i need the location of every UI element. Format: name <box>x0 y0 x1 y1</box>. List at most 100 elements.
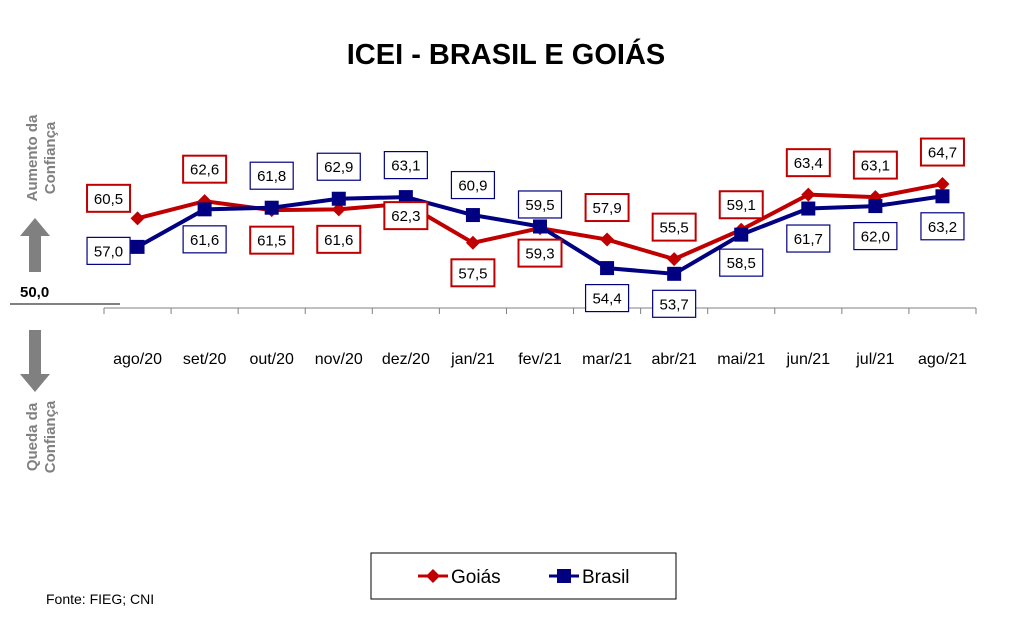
goias-data-label: 59,3 <box>525 246 554 263</box>
x-tick-label: nov/20 <box>315 351 363 368</box>
goias-data-label: 61,6 <box>324 232 353 249</box>
goias-point <box>801 187 816 202</box>
goias-point <box>331 202 346 217</box>
goias-point <box>465 235 480 250</box>
goias-point <box>935 177 950 192</box>
goias-data-label: 57,5 <box>458 265 487 282</box>
down-indicator: Queda da Confiança <box>20 330 59 473</box>
brasil-data-label: 54,4 <box>592 291 621 308</box>
chart-title: ICEI - BRASIL E GOIÁS <box>347 37 666 71</box>
legend-box <box>370 552 677 600</box>
x-tick-label: ago/20 <box>113 351 162 368</box>
x-tick-label: set/20 <box>183 351 227 368</box>
brasil-point <box>667 266 682 281</box>
brasil-data-label-box <box>86 236 131 265</box>
goias-data-label-box <box>651 212 697 242</box>
brasil-data-label: 63,2 <box>928 219 957 236</box>
legend-goias-label: Goiás <box>451 567 501 588</box>
brasil-data-label-box <box>450 170 496 200</box>
brasil-point <box>801 201 816 216</box>
legend-brasil-square-icon <box>557 569 571 583</box>
x-tick-label: jun/21 <box>786 351 831 368</box>
brasil-data-label-box <box>853 221 898 251</box>
goias-data-label-box <box>86 183 132 213</box>
brasil-data-label: 59,5 <box>525 197 554 214</box>
goias-data-label-box <box>316 224 362 254</box>
source-note: Fonte: FIEG; CNI <box>46 591 154 607</box>
goias-data-label-box <box>249 225 295 255</box>
x-tick-label: abr/21 <box>651 351 696 368</box>
brasil-point <box>398 190 413 205</box>
goias-point <box>600 232 615 247</box>
brasil-data-label: 60,9 <box>458 178 487 195</box>
x-tick-label: jan/21 <box>450 351 495 368</box>
x-tick-label: fev/21 <box>518 351 562 368</box>
x-tick-label: out/20 <box>249 351 294 368</box>
up-arrow-icon <box>20 218 50 272</box>
goias-data-label: 64,7 <box>928 145 957 162</box>
brasil-data-label: 58,5 <box>727 255 756 272</box>
brasil-data-label: 62,0 <box>861 229 890 246</box>
brasil-data-label-box <box>584 283 630 313</box>
brasil-point <box>197 202 212 217</box>
brasil-point <box>533 219 547 234</box>
x-axis-ticks <box>103 308 977 314</box>
series-layer <box>130 177 950 281</box>
goias-data-label-box <box>718 190 764 220</box>
goias-data-label-box <box>450 258 496 288</box>
brasil-data-label-box <box>786 224 831 253</box>
goias-data-label-box <box>785 148 831 178</box>
goias-data-label-box <box>584 193 630 223</box>
brasil-data-label: 53,7 <box>660 296 689 313</box>
up-label-line2: Confiança <box>42 121 59 194</box>
brasil-point <box>465 208 480 223</box>
legend-goias-diamond-icon <box>426 569 440 583</box>
goias-data-label: 59,1 <box>727 197 756 214</box>
down-label-line1: Queda da <box>24 402 41 471</box>
goias-data-label-box <box>852 150 898 180</box>
brasil-point <box>868 199 883 214</box>
brasil-point <box>130 239 145 254</box>
brasil-data-label-box <box>383 151 428 180</box>
brasil-point <box>935 189 950 204</box>
x-axis-tick-labels: ago/20 set/20 out/20 nov/20 dez/20 jan/21 fev/… <box>113 351 967 368</box>
legend-brasil-label: Brasil <box>582 567 630 588</box>
goias-data-label-box <box>517 238 563 268</box>
data-labels: 60,5 57,0 62,6 61,6 61,5 61,8 61,6 62,9 62,3 63,1… <box>86 137 965 318</box>
up-indicator: Aumento da Confiança <box>20 114 59 272</box>
brasil-data-label-box <box>316 152 361 181</box>
brasil-point <box>734 227 749 242</box>
goias-data-label: 62,6 <box>190 162 219 179</box>
brasil-point <box>600 261 615 276</box>
x-tick-label: ago/21 <box>918 351 967 368</box>
brasil-data-label-box <box>517 190 563 219</box>
brasil-data-label: 63,1 <box>391 158 420 175</box>
brasil-point <box>264 200 279 215</box>
goias-data-label-box <box>182 154 228 184</box>
brasil-data-label: 61,8 <box>257 168 286 185</box>
brasil-data-label-box <box>719 248 764 277</box>
goias-point <box>667 252 682 267</box>
brasil-data-label-box <box>652 289 697 318</box>
goias-data-label: 61,5 <box>257 233 286 250</box>
x-tick-label: mar/21 <box>582 351 632 368</box>
goias-point <box>130 211 145 226</box>
brasil-data-label: 61,7 <box>794 231 823 248</box>
brasil-data-label: 61,6 <box>190 232 219 249</box>
brasil-data-label-box <box>920 212 965 241</box>
down-arrow-icon <box>20 330 50 392</box>
goias-data-label: 62,3 <box>391 208 420 225</box>
down-label-line2: Confiança <box>42 400 59 473</box>
brasil-data-label: 57,0 <box>94 243 123 260</box>
brasil-data-label: 62,9 <box>324 159 353 176</box>
goias-data-label: 63,4 <box>794 155 823 172</box>
legend: Goiás Brasil <box>370 552 677 600</box>
goias-data-label-box <box>919 137 965 167</box>
goias-data-label: 60,5 <box>94 191 123 208</box>
goias-data-label: 63,1 <box>861 158 890 175</box>
brasil-data-label-box <box>249 161 294 190</box>
goias-data-label: 57,9 <box>592 200 621 217</box>
x-tick-label: dez/20 <box>382 351 430 368</box>
brasil-data-label-box <box>182 225 227 254</box>
